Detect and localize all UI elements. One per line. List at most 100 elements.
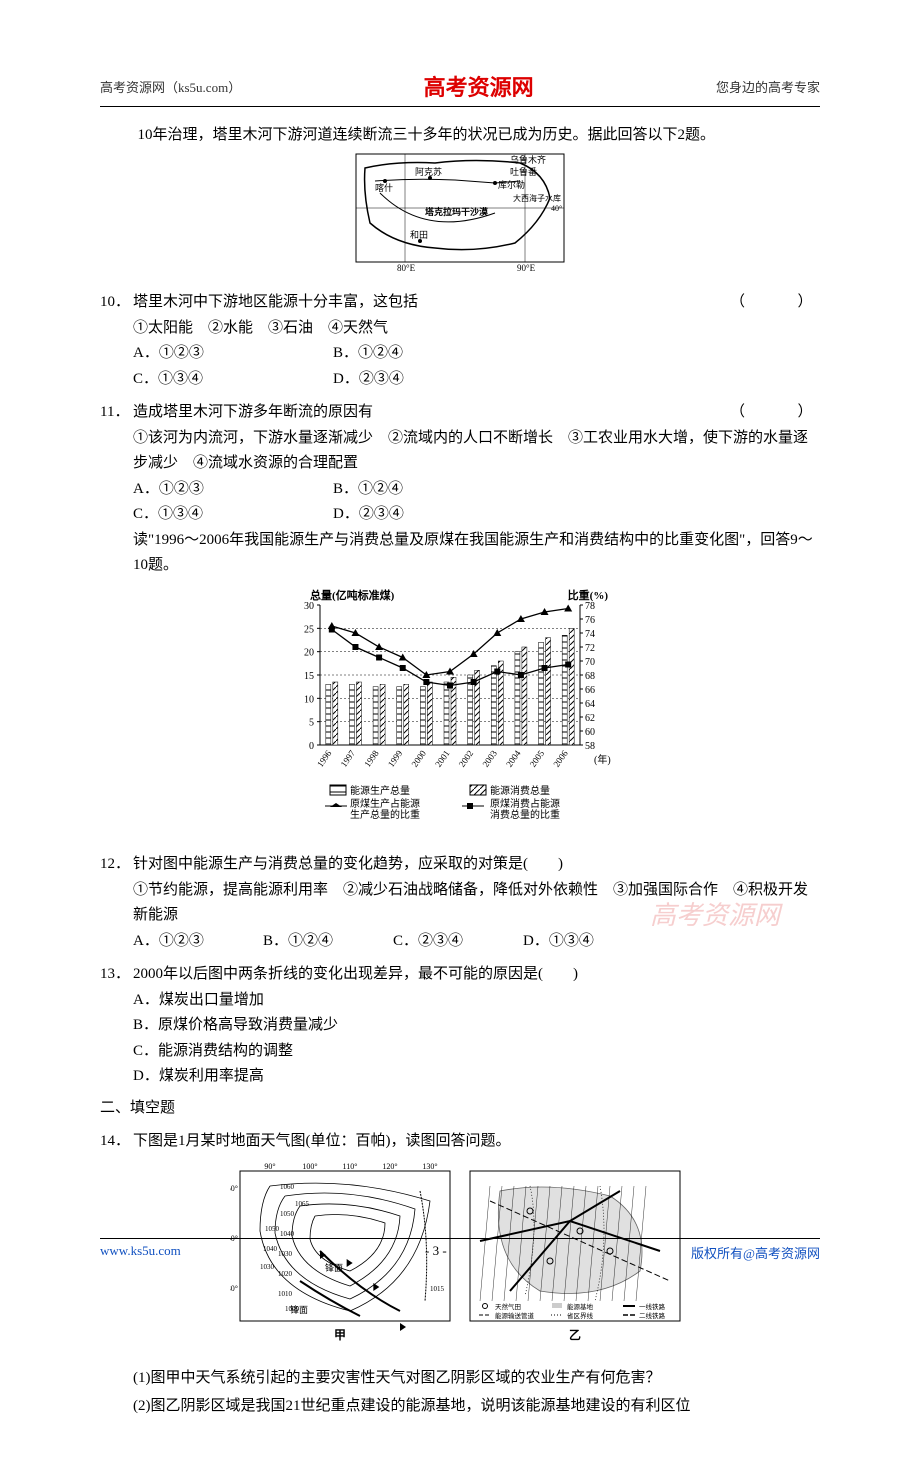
watermark: 高考资源网	[650, 895, 780, 932]
q13-num: 13．	[100, 962, 133, 988]
q13-stem: 2000年以后图中两条折线的变化出现差异，最不可能的原因是( )	[133, 966, 578, 982]
q12-opt-a: A．①②③	[133, 929, 263, 955]
svg-text:1060: 1060	[280, 1183, 295, 1191]
svg-text:锋面: 锋面	[290, 1304, 308, 1315]
q10-opt-a: A．①②③	[133, 341, 333, 367]
page-footer: www.ks5u.com - 3 - 版权所有@高考资源网	[100, 1238, 820, 1262]
svg-text:90°: 90°	[264, 1162, 275, 1171]
svg-text:25: 25	[304, 624, 314, 635]
svg-text:60: 60	[585, 727, 595, 738]
svg-text:甲: 甲	[334, 1328, 346, 1342]
svg-text:130°: 130°	[422, 1162, 437, 1171]
q11-opt-c: C．①③④	[133, 502, 333, 528]
q11-stem: 造成塔里木河下游多年断流的原因有	[133, 400, 373, 426]
svg-text:5: 5	[309, 717, 314, 728]
q10-items: ①太阳能 ②水能 ③石油 ④天然气	[100, 316, 820, 342]
svg-text:30°: 30°	[230, 1284, 238, 1293]
svg-text:62: 62	[585, 713, 595, 724]
svg-text:1050: 1050	[265, 1225, 280, 1233]
svg-text:锋面: 锋面	[325, 1262, 343, 1273]
intro-text: 10年治理，塔里木河下游河道连续断流三十多年的状况已成为历史。据此回答以下2题。	[100, 123, 820, 149]
svg-text:2002: 2002	[457, 748, 476, 768]
q10-num: 10．	[100, 290, 133, 316]
svg-text:比重(%): 比重(%)	[568, 588, 609, 602]
svg-text:2006: 2006	[551, 748, 570, 769]
content-body: 10年治理，塔里木河下游河道连续断流三十多年的状况已成为历史。据此回答以下2题。…	[100, 123, 820, 1419]
page-header: 高考资源网（ks5u.com） 高考资源网 您身边的高考专家	[100, 70, 820, 107]
svg-text:二线铁路: 二线铁路	[639, 1311, 666, 1320]
svg-text:80°E: 80°E	[397, 263, 416, 273]
svg-text:1020: 1020	[278, 1270, 293, 1278]
question-11: 11． 造成塔里木河下游多年断流的原因有 （ ） ①该河为内流河，下游水量逐渐减…	[100, 400, 820, 528]
svg-text:110°: 110°	[343, 1162, 358, 1171]
energy-chart: 0510152025305860626466687072747678总量(亿吨标…	[100, 585, 820, 845]
svg-text:1040: 1040	[280, 1230, 295, 1238]
svg-text:阿克苏: 阿克苏	[415, 166, 442, 177]
header-title: 高考资源网	[424, 70, 534, 102]
svg-text:74: 74	[585, 629, 595, 640]
svg-text:塔克拉玛干沙漠: 塔克拉玛干沙漠	[425, 206, 489, 217]
svg-text:能源消费总量: 能源消费总量	[490, 784, 550, 797]
svg-text:72: 72	[585, 643, 595, 654]
svg-text:库尔勒: 库尔勒	[498, 179, 525, 190]
question-10: 10． 塔里木河中下游地区能源十分丰富，这包括 （ ） ①太阳能 ②水能 ③石油…	[100, 290, 820, 392]
svg-text:乌鲁木齐: 乌鲁木齐	[510, 154, 546, 165]
svg-text:1010: 1010	[278, 1290, 293, 1298]
q12-num: 12．	[100, 852, 133, 878]
q12-opt-b: B．①②④	[263, 929, 393, 955]
header-slogan: 您身边的高考专家	[716, 77, 820, 96]
svg-text:70: 70	[585, 657, 595, 668]
svg-text:1015: 1015	[430, 1285, 445, 1293]
svg-text:2004: 2004	[504, 748, 523, 769]
q14-sub1: (1)图甲中天气系统引起的主要灾害性天气对图乙阴影区域的农业生产有何危害？	[100, 1366, 820, 1392]
q11-num: 11．	[100, 400, 133, 426]
svg-text:1998: 1998	[362, 748, 381, 769]
svg-text:天然气田: 天然气田	[495, 1302, 521, 1311]
tarim-map-svg: 乌鲁木齐 喀什 阿克苏 吐鲁番 库尔勒 大西海子水库 和田 塔克拉玛干沙漠 40…	[355, 153, 565, 273]
q10-opt-b: B．①②④	[333, 341, 533, 367]
q10-opt-c: C．①③④	[133, 367, 333, 393]
svg-text:能源输送管道: 能源输送管道	[495, 1311, 535, 1320]
footer-copyright: 版权所有@高考资源网	[691, 1243, 820, 1262]
svg-text:1065: 1065	[295, 1200, 310, 1208]
svg-text:1997: 1997	[339, 748, 358, 769]
svg-text:78: 78	[585, 601, 595, 612]
chart-intro: 读"1996～2006年我国能源生产与消费总量及原煤在我国能源生产和消费结构中的…	[100, 528, 820, 579]
svg-text:原煤消费占能源: 原煤消费占能源	[490, 797, 560, 810]
svg-text:40°: 40°	[551, 204, 562, 213]
svg-text:30: 30	[304, 601, 314, 612]
svg-text:喀什: 喀什	[375, 182, 393, 193]
svg-text:1030: 1030	[260, 1263, 275, 1271]
svg-text:吐鲁番: 吐鲁番	[510, 166, 537, 177]
svg-text:生产总量的比重: 生产总量的比重	[350, 808, 420, 821]
svg-text:50°: 50°	[230, 1184, 238, 1193]
svg-text:原煤生产占能源: 原煤生产占能源	[350, 797, 420, 810]
header-site: 高考资源网（ks5u.com）	[100, 77, 241, 96]
svg-text:90°E: 90°E	[517, 263, 536, 273]
svg-text:乙: 乙	[569, 1328, 581, 1342]
svg-text:1050: 1050	[280, 1210, 295, 1218]
footer-url: www.ks5u.com	[100, 1243, 181, 1262]
question-13: 13． 2000年以后图中两条折线的变化出现差异，最不可能的原因是( ) A．煤…	[100, 962, 820, 1090]
svg-text:和田: 和田	[410, 230, 428, 240]
q13-opt-a: A．煤炭出口量增加	[100, 988, 820, 1014]
q13-opt-c: C．能源消费结构的调整	[100, 1039, 820, 1065]
q14-stem: 下图是1月某时地面天气图(单位：百帕)，读图回答问题。	[133, 1133, 511, 1149]
q11-opt-a: A．①②③	[133, 477, 333, 503]
q11-opt-b: B．①②④	[333, 477, 533, 503]
svg-text:120°: 120°	[382, 1162, 397, 1171]
svg-text:能源生产总量: 能源生产总量	[350, 784, 410, 797]
q12-stem: 针对图中能源生产与消费总量的变化趋势，应采取的对策是( )	[133, 856, 563, 872]
svg-text:1996: 1996	[315, 748, 334, 769]
svg-text:一线铁路: 一线铁路	[639, 1302, 666, 1311]
svg-text:0: 0	[309, 741, 314, 752]
svg-text:20: 20	[304, 647, 314, 658]
svg-text:能源基地: 能源基地	[567, 1302, 594, 1311]
svg-text:2000: 2000	[409, 748, 428, 769]
q11-opt-d: D．②③④	[333, 502, 533, 528]
section-2-title: 二、填空题	[100, 1096, 820, 1122]
svg-text:58: 58	[585, 741, 595, 752]
svg-text:66: 66	[585, 685, 595, 696]
q10-stem: 塔里木河中下游地区能源十分丰富，这包括	[133, 290, 418, 316]
q12-opt-d: D．①③④	[523, 929, 653, 955]
